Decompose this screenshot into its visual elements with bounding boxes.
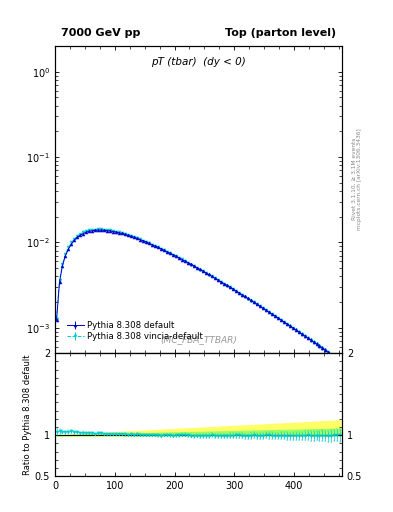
Text: pT (tbar)  (dy < 0): pT (tbar) (dy < 0) xyxy=(151,57,246,67)
Text: Rivet 3.1.10, ≥ 3.1M events: Rivet 3.1.10, ≥ 3.1M events xyxy=(351,138,356,220)
Text: Top (parton level): Top (parton level) xyxy=(225,28,336,38)
Y-axis label: Ratio to Pythia 8.308 default: Ratio to Pythia 8.308 default xyxy=(23,354,32,475)
Legend: Pythia 8.308 default, Pythia 8.308 vincia-default: Pythia 8.308 default, Pythia 8.308 vinci… xyxy=(65,319,205,343)
Text: mcplots.cern.ch [arXiv:1306.3436]: mcplots.cern.ch [arXiv:1306.3436] xyxy=(357,129,362,230)
Text: 7000 GeV pp: 7000 GeV pp xyxy=(61,28,140,38)
Text: (MC_FBA_TTBAR): (MC_FBA_TTBAR) xyxy=(160,335,237,344)
